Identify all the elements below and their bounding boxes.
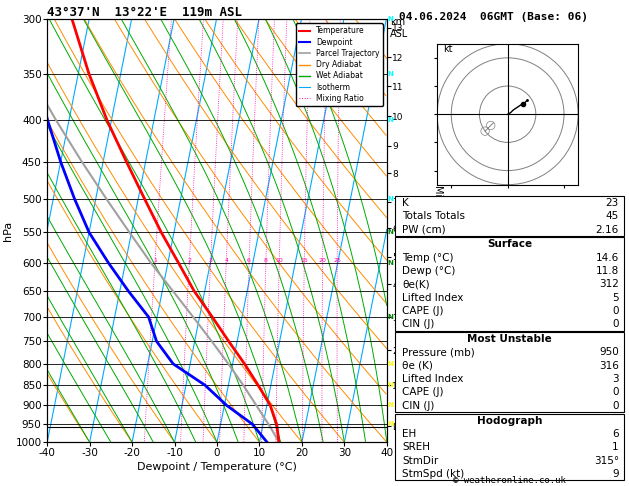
Text: Most Unstable: Most Unstable — [467, 334, 552, 344]
Text: CIN (J): CIN (J) — [403, 401, 435, 411]
Text: 2: 2 — [187, 258, 191, 263]
Text: Totals Totals: Totals Totals — [403, 211, 465, 221]
Text: Temp (°C): Temp (°C) — [403, 253, 454, 262]
Bar — [396, 237, 623, 330]
Text: Surface: Surface — [487, 239, 532, 249]
Text: 9: 9 — [612, 469, 619, 479]
Text: N: N — [387, 17, 393, 22]
Text: N: N — [387, 361, 393, 367]
Text: 20: 20 — [319, 258, 326, 263]
Legend: Temperature, Dewpoint, Parcel Trajectory, Dry Adiabat, Wet Adiabat, Isotherm, Mi: Temperature, Dewpoint, Parcel Trajectory… — [296, 23, 383, 106]
Text: 316: 316 — [599, 361, 619, 371]
Text: N: N — [387, 382, 393, 388]
Text: N: N — [387, 421, 393, 427]
Text: N: N — [387, 196, 393, 202]
Text: N: N — [387, 402, 393, 408]
Text: 1: 1 — [153, 258, 157, 263]
Text: 43°37'N  13°22'E  119m ASL: 43°37'N 13°22'E 119m ASL — [47, 6, 242, 19]
Text: 312: 312 — [599, 279, 619, 289]
Text: Hodograph: Hodograph — [477, 416, 542, 426]
Text: 0: 0 — [613, 319, 619, 330]
Text: 23: 23 — [606, 198, 619, 208]
Text: CAPE (J): CAPE (J) — [403, 306, 444, 316]
Text: 6: 6 — [247, 258, 251, 263]
Text: 6: 6 — [612, 429, 619, 439]
Y-axis label: Mixing Ratio (g/kg): Mixing Ratio (g/kg) — [433, 185, 443, 277]
Bar — [396, 332, 623, 412]
Text: 3: 3 — [209, 258, 213, 263]
Text: 0: 0 — [613, 387, 619, 398]
Text: 0: 0 — [613, 401, 619, 411]
Text: N: N — [387, 118, 393, 123]
Text: 4: 4 — [224, 258, 228, 263]
Bar — [396, 196, 623, 236]
Text: 0: 0 — [613, 306, 619, 316]
Text: 14.6: 14.6 — [596, 253, 619, 262]
Text: PW (cm): PW (cm) — [403, 225, 446, 235]
Text: N: N — [387, 229, 393, 235]
Text: km
ASL: km ASL — [390, 17, 408, 38]
Text: K: K — [403, 198, 409, 208]
Text: θe(K): θe(K) — [403, 279, 430, 289]
Text: kt: kt — [443, 44, 452, 54]
Text: N: N — [387, 314, 393, 320]
Text: 8: 8 — [264, 258, 268, 263]
Text: 950: 950 — [599, 347, 619, 357]
Text: 315°: 315° — [594, 455, 619, 466]
Text: Lifted Index: Lifted Index — [403, 374, 464, 384]
Text: EH: EH — [403, 429, 416, 439]
Text: SREH: SREH — [403, 442, 430, 452]
Text: 25: 25 — [333, 258, 341, 263]
Text: 5: 5 — [612, 293, 619, 303]
Text: CAPE (J): CAPE (J) — [403, 387, 444, 398]
Text: 1: 1 — [612, 442, 619, 452]
Y-axis label: hPa: hPa — [3, 221, 13, 241]
Text: StmSpd (kt): StmSpd (kt) — [403, 469, 465, 479]
Text: 04.06.2024  06GMT (Base: 06): 04.06.2024 06GMT (Base: 06) — [399, 12, 588, 22]
Bar — [396, 414, 623, 480]
Text: CIN (J): CIN (J) — [403, 319, 435, 330]
Text: 45: 45 — [606, 211, 619, 221]
Text: Dewp (°C): Dewp (°C) — [403, 266, 456, 276]
Text: N: N — [387, 260, 393, 266]
Text: 3: 3 — [612, 374, 619, 384]
Text: Pressure (mb): Pressure (mb) — [403, 347, 475, 357]
Text: 11.8: 11.8 — [596, 266, 619, 276]
Text: 10: 10 — [276, 258, 283, 263]
Text: 2.16: 2.16 — [596, 225, 619, 235]
Text: StmDir: StmDir — [403, 455, 438, 466]
Text: Lifted Index: Lifted Index — [403, 293, 464, 303]
Text: 15: 15 — [301, 258, 308, 263]
Text: θe (K): θe (K) — [403, 361, 433, 371]
Text: © weatheronline.co.uk: © weatheronline.co.uk — [453, 475, 566, 485]
Text: N: N — [387, 70, 393, 77]
X-axis label: Dewpoint / Temperature (°C): Dewpoint / Temperature (°C) — [137, 462, 297, 472]
